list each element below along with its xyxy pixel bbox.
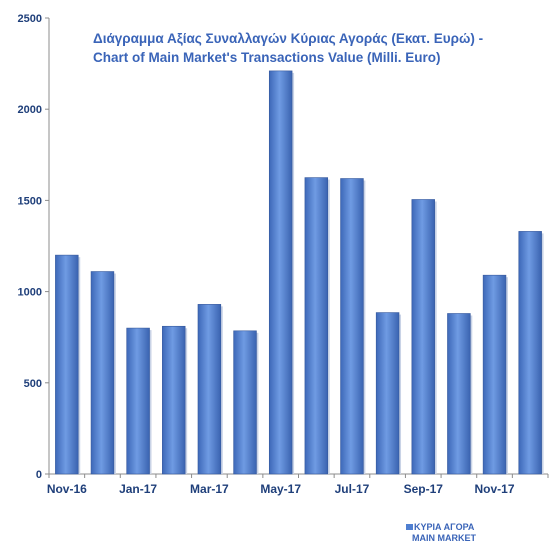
chart-title: Διάγραμμα Αξίας Συναλλαγών Κύριας Αγοράς…: [93, 31, 483, 65]
bar: [340, 178, 364, 475]
x-tick-label: Jan-17: [119, 482, 157, 496]
y-tick-label: 500: [24, 378, 42, 390]
chart-title-line-2: Chart of Main Market's Transactions Valu…: [93, 50, 441, 65]
legend-label-line-2: MAIN MARKET: [412, 533, 476, 543]
legend-label-line-1: ΚΥΡΙΑ ΑΓΟΡΑ: [414, 522, 475, 532]
bar: [375, 312, 400, 475]
bar: [411, 199, 435, 475]
y-axis: 0 500 1000 1500 2000 2500: [18, 13, 50, 481]
y-tick-label: 1000: [18, 287, 42, 299]
legend-swatch: [406, 524, 413, 530]
bar: [55, 254, 79, 475]
x-tick-label: Nov-16: [47, 482, 87, 496]
x-tick-label: May-17: [260, 482, 301, 496]
x-tick-label: Mar-17: [190, 482, 229, 496]
bar: [268, 70, 293, 475]
y-tick-label: 2500: [18, 13, 42, 25]
bar: [482, 274, 507, 475]
bar: [162, 325, 186, 475]
bar: [126, 327, 150, 475]
bar-series: [55, 70, 544, 475]
y-tick-label: 0: [36, 469, 42, 481]
bar: [518, 231, 542, 475]
bar: [447, 313, 471, 475]
y-tick-label: 2000: [18, 104, 42, 116]
x-tick-label: Sep-17: [404, 482, 444, 496]
x-axis: Nov-16 Jan-17 Mar-17 May-17 Jul-17 Sep-17 Nov-…: [47, 473, 549, 496]
bar: [233, 330, 257, 475]
bar: [197, 304, 222, 475]
y-tick-label: 1500: [18, 195, 42, 207]
x-tick-label: Nov-17: [475, 482, 515, 496]
bar: [90, 271, 115, 475]
bar: [304, 177, 329, 475]
chart-title-line-1: Διάγραμμα Αξίας Συναλλαγών Κύριας Αγοράς…: [93, 31, 483, 46]
legend: ΚΥΡΙΑ ΑΓΟΡΑ MAIN MARKET: [406, 522, 476, 543]
x-tick-label: Jul-17: [335, 482, 370, 496]
